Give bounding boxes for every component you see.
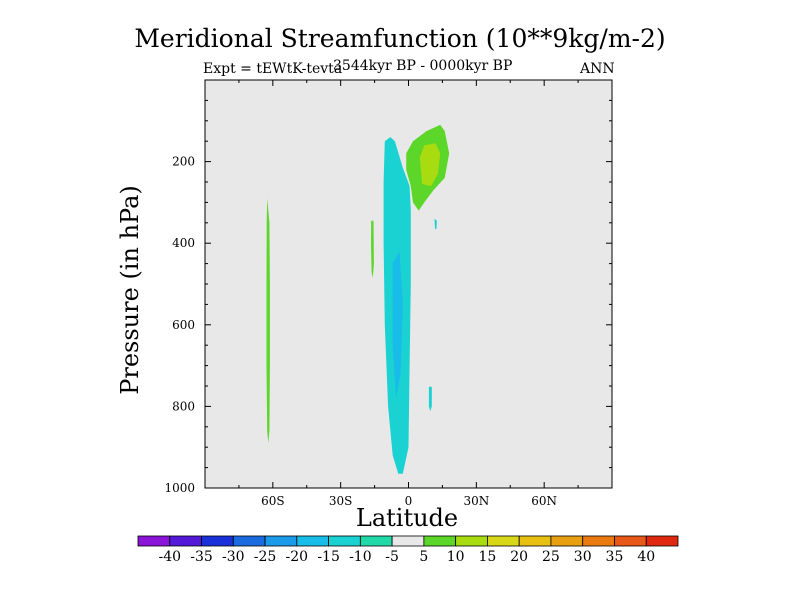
colorbar-swatch bbox=[328, 535, 361, 547]
contour-nh-upper-positive-core bbox=[419, 143, 441, 187]
y-tick-label: 1000 bbox=[164, 481, 195, 495]
colorbar: -40 -35 -30 -25 -20 -15 -10 -5 5 10 15 20 25 30 35 40 bbox=[137, 535, 679, 565]
colorbar-label: -10 bbox=[349, 549, 372, 565]
contour-nh-small-negative bbox=[434, 218, 437, 229]
colorbar-label: -5 bbox=[385, 549, 399, 565]
colorbar-label: -30 bbox=[222, 549, 245, 565]
y-tick-label: 400 bbox=[172, 236, 195, 250]
colorbar-label: 25 bbox=[542, 549, 560, 565]
x-tick-label: 60N bbox=[531, 494, 557, 508]
colorbar-label: -40 bbox=[158, 549, 181, 565]
colorbar-swatch bbox=[296, 535, 329, 547]
y-tick-label: 600 bbox=[172, 318, 195, 332]
colorbar-swatch bbox=[550, 535, 584, 547]
experiment-label: Expt = tEWtK-tevta bbox=[203, 61, 343, 77]
period-label: 3544kyr BP - 0000kyr BP bbox=[333, 58, 513, 74]
colorbar-swatch bbox=[455, 535, 488, 547]
contour-tropical-negative-core bbox=[392, 251, 403, 399]
axis-ticks: 60S 30S 0 30N 60N 200 400 600 800 1000 bbox=[164, 79, 613, 508]
colorbar-label: -35 bbox=[190, 549, 213, 565]
contour-sh-subtropic-positive bbox=[371, 220, 374, 278]
colorbar-swatch bbox=[487, 535, 520, 547]
colorbar-label: 35 bbox=[606, 549, 624, 565]
y-tick-label: 200 bbox=[172, 155, 195, 169]
colorbar-swatch bbox=[391, 535, 425, 547]
colorbar-label: 30 bbox=[574, 549, 592, 565]
contour-nh-low-negative bbox=[428, 386, 432, 412]
colorbar-label: 5 bbox=[419, 549, 428, 565]
colorbar-swatch bbox=[359, 535, 393, 547]
colorbar-swatch bbox=[518, 535, 552, 547]
x-tick-label: 30S bbox=[329, 494, 353, 508]
colorbar-swatch bbox=[201, 535, 234, 547]
colorbar-swatch bbox=[645, 535, 679, 547]
colorbar-swatch bbox=[264, 535, 298, 547]
y-tick-label: 800 bbox=[172, 399, 195, 413]
contour-sh-high-lat-positive bbox=[266, 198, 270, 444]
contour-regions bbox=[266, 124, 450, 474]
colorbar-swatch bbox=[232, 535, 266, 547]
colorbar-label: 20 bbox=[510, 549, 528, 565]
colorbar-swatch bbox=[169, 535, 202, 547]
season-label: ANN bbox=[580, 61, 615, 77]
x-axis-label: Latitude bbox=[355, 504, 459, 532]
x-tick-label: 0 bbox=[405, 494, 413, 508]
x-tick-label: 30N bbox=[463, 494, 489, 508]
colorbar-label: -15 bbox=[317, 549, 340, 565]
x-tick-label: 60S bbox=[261, 494, 285, 508]
colorbar-label: -25 bbox=[254, 549, 277, 565]
chart-title: Meridional Streamfunction (10**9kg/m-2) bbox=[134, 24, 666, 53]
colorbar-swatch bbox=[137, 535, 171, 547]
colorbar-label: -20 bbox=[286, 549, 309, 565]
colorbar-label: 10 bbox=[447, 549, 465, 565]
colorbar-swatch bbox=[582, 535, 615, 547]
colorbar-label: 40 bbox=[637, 549, 655, 565]
colorbar-label: 15 bbox=[478, 549, 496, 565]
colorbar-swatch bbox=[423, 535, 457, 547]
colorbar-swatch bbox=[614, 535, 647, 547]
